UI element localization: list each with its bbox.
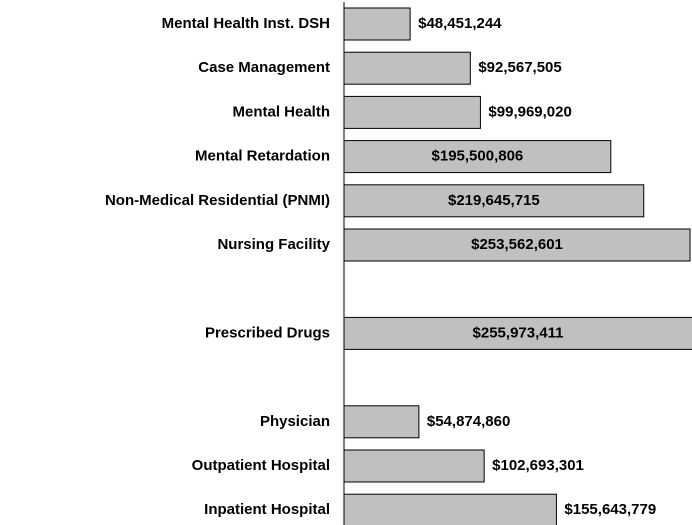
category-label: Case Management: [198, 59, 330, 76]
value-label: $102,693,301: [492, 457, 584, 474]
value-label: $155,643,779: [564, 501, 656, 518]
category-label: Mental Retardation: [195, 148, 330, 165]
bar: [343, 51, 471, 85]
bar: [343, 7, 411, 41]
category-label: Nursing Facility: [217, 236, 330, 253]
category-label: Mental Health: [232, 103, 330, 120]
category-label: Inpatient Hospital: [204, 501, 330, 518]
value-label: $219,645,715: [448, 192, 540, 209]
value-label: $99,969,020: [488, 103, 571, 120]
category-label: Mental Health Inst. DSH: [162, 15, 330, 32]
category-label: Physician: [260, 413, 330, 430]
bar: [343, 493, 557, 525]
value-label: $92,567,505: [478, 59, 561, 76]
bar: [343, 449, 485, 483]
value-label: $253,562,601: [471, 236, 563, 253]
bar: [343, 184, 645, 218]
category-label: Outpatient Hospital: [192, 457, 330, 474]
value-label: $195,500,806: [432, 148, 524, 165]
bar: [343, 228, 691, 262]
bar: [343, 140, 612, 174]
value-label: $255,973,411: [473, 324, 564, 341]
category-label: Prescribed Drugs: [205, 324, 330, 341]
bar: [343, 405, 420, 439]
bar: [343, 95, 481, 129]
value-label: $48,451,244: [418, 15, 502, 32]
bar: [343, 316, 692, 350]
category-label: Non-Medical Residential (PNMI): [105, 192, 330, 209]
value-label: $54,874,860: [427, 413, 510, 430]
